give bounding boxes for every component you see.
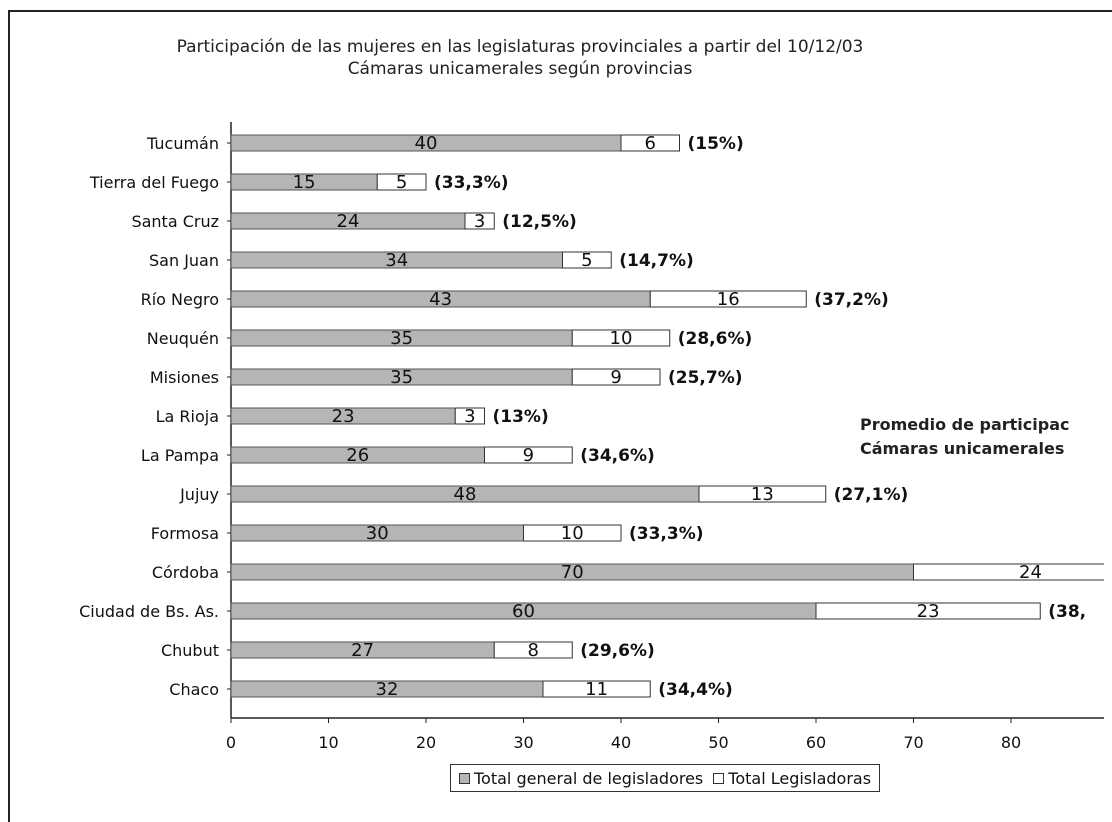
average-note-line1: Promedio de participac	[860, 413, 1069, 437]
average-note: Promedio de participac Cámaras unicamera…	[860, 413, 1069, 461]
category-label: Tucumán	[146, 134, 219, 153]
bar-women-label: 11	[585, 679, 608, 700]
legend-swatch-total	[459, 773, 470, 784]
bar-women-label: 3	[464, 406, 475, 427]
legend-item-women: Total Legisladoras	[713, 769, 871, 788]
bar-total-label: 24	[337, 211, 360, 232]
bar-total-label: 70	[561, 562, 584, 583]
x-tick-label: 20	[416, 733, 436, 752]
percent-label: (29,6%)	[580, 641, 655, 661]
bar-total-label: 60	[512, 601, 535, 622]
x-tick-label: 10	[318, 733, 338, 752]
bar-women-label: 6	[645, 133, 656, 154]
category-label: La Pampa	[141, 446, 219, 465]
percent-label: (28,6%)	[678, 329, 753, 349]
bar-women-label: 13	[751, 484, 774, 505]
bar-total-label: 34	[385, 250, 408, 271]
average-note-line2: Cámaras unicamerales	[860, 437, 1069, 461]
category-label: Formosa	[151, 524, 219, 543]
bar-women-label: 10	[561, 523, 584, 544]
bar-women-label: 3	[474, 211, 485, 232]
bar-total-label: 30	[366, 523, 389, 544]
bar-women-label: 5	[396, 172, 407, 193]
percent-label: (33,3%)	[629, 524, 704, 544]
category-label: Neuquén	[147, 329, 219, 348]
category-label: Santa Cruz	[131, 212, 219, 231]
bar-total-label: 27	[351, 640, 374, 661]
bar-women-label: 9	[610, 367, 621, 388]
x-tick-label: 0	[226, 733, 236, 752]
bar-women-label: 23	[917, 601, 940, 622]
bar-total-label: 40	[415, 133, 438, 154]
category-label: Jujuy	[179, 485, 219, 504]
percent-label: (34,6%)	[580, 446, 655, 466]
legend-label-women: Total Legisladoras	[728, 769, 871, 788]
category-label: Río Negro	[141, 290, 219, 309]
category-label: Ciudad de Bs. As.	[79, 602, 219, 621]
bar-total-label: 48	[454, 484, 477, 505]
x-tick-label: 70	[903, 733, 923, 752]
percent-label: (34,4%)	[658, 680, 733, 700]
bar-total-label: 35	[390, 328, 413, 349]
bar-total-label: 15	[293, 172, 316, 193]
x-tick-label: 30	[513, 733, 533, 752]
legend-label-total: Total general de legisladores	[474, 769, 703, 788]
percent-label: (38,	[1048, 602, 1086, 622]
bar-women-label: 16	[717, 289, 740, 310]
bar-total-label: 35	[390, 367, 413, 388]
x-tick-label: 50	[708, 733, 728, 752]
x-tick-label: 80	[1001, 733, 1021, 752]
percent-label: (12,5%)	[502, 212, 577, 232]
category-label: Tierra del Fuego	[89, 173, 219, 192]
legend: Total general de legisladores Total Legi…	[450, 764, 880, 792]
bar-women-label: 8	[528, 640, 539, 661]
category-label: La Rioja	[156, 407, 219, 426]
bar-total-label: 23	[332, 406, 355, 427]
percent-label: (15%)	[688, 134, 744, 154]
bar-total-label: 43	[429, 289, 452, 310]
x-tick-label: 40	[611, 733, 631, 752]
percent-label: (33,3%)	[434, 173, 509, 193]
legend-item-total: Total general de legisladores	[459, 769, 703, 788]
bar-women	[914, 564, 1112, 580]
bar-total-label: 32	[376, 679, 399, 700]
bar-women-label: 9	[523, 445, 534, 466]
category-label: Chubut	[161, 641, 219, 660]
category-label: Chaco	[169, 680, 219, 699]
bar-total-label: 26	[346, 445, 369, 466]
percent-label: (25,7%)	[668, 368, 743, 388]
percent-label: (13%)	[493, 407, 549, 427]
category-label: San Juan	[149, 251, 219, 270]
bar-women-label: 5	[581, 250, 592, 271]
bar-women-label: 10	[610, 328, 633, 349]
percent-label: (37,2%)	[814, 290, 889, 310]
percent-label: (27,1%)	[834, 485, 909, 505]
x-tick-label: 60	[806, 733, 826, 752]
bar-women-label: 24	[1019, 562, 1042, 583]
legend-swatch-women	[713, 773, 724, 784]
category-label: Córdoba	[152, 563, 219, 582]
percent-label: (14,7%)	[619, 251, 694, 271]
category-label: Misiones	[150, 368, 219, 387]
x-tick-label: 9	[1103, 733, 1112, 752]
